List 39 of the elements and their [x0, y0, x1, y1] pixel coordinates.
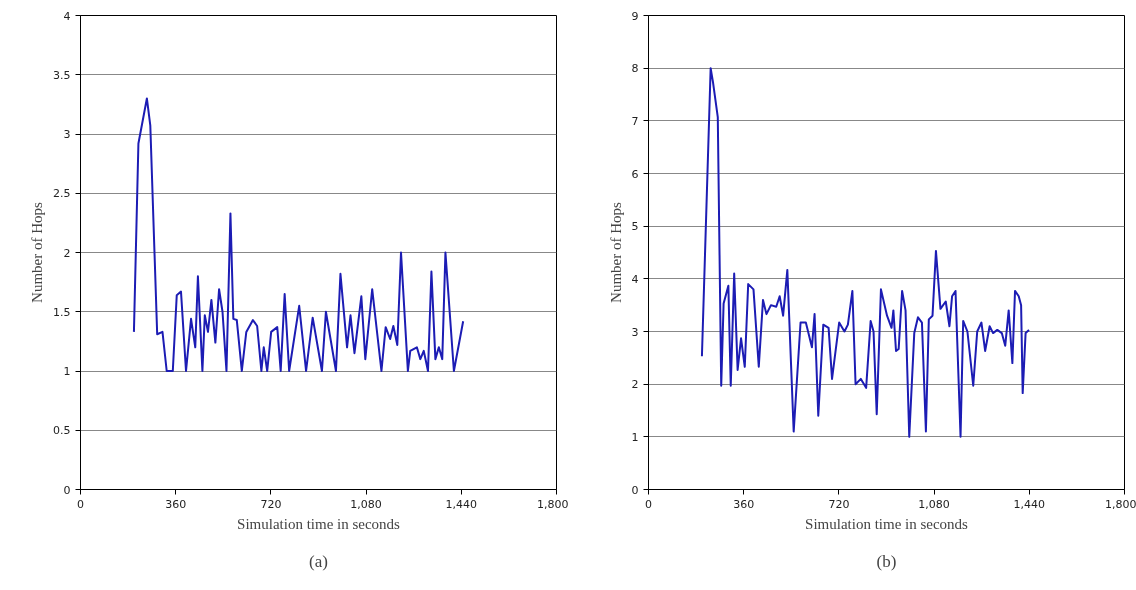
x-tick-label: 360: [733, 497, 755, 511]
y-tick-label: 0: [631, 483, 639, 497]
y-tick-label: 3: [631, 325, 639, 339]
y-tick-label: 4: [63, 9, 71, 23]
x-tick-label: 1,080: [350, 497, 382, 511]
x-tick-label: 1,440: [1013, 497, 1046, 511]
y-tick-label: 1: [631, 430, 639, 444]
x-tick-label: 720: [828, 497, 850, 511]
x-tick-label: 1,800: [537, 497, 569, 511]
x-tick-label: 0: [645, 497, 652, 511]
x-tick-label: 0: [77, 497, 84, 511]
y-tick-label: 0.5: [53, 424, 71, 438]
x-tick-label: 720: [260, 497, 282, 511]
y-tick-label: 6: [631, 167, 639, 181]
y-tick-label: 2: [63, 246, 71, 260]
y-axis-title: Number of Hops: [29, 201, 46, 303]
y-tick-label: 1: [63, 365, 71, 378]
y-tick-label: 2: [631, 378, 639, 392]
y-tick-label: 3: [63, 128, 71, 141]
x-tick-label: 1,080: [918, 497, 950, 511]
y-axis-title: Number of Hops: [607, 201, 624, 303]
x-axis-title: Simulation time in seconds: [805, 515, 969, 532]
y-tick-label: 2.5: [53, 187, 71, 201]
y-tick-label: 8: [631, 62, 639, 76]
x-tick-label: 360: [165, 497, 187, 511]
y-tick-label: 5: [631, 220, 639, 234]
x-axis-title: Simulation time in seconds: [237, 515, 401, 532]
y-tick-label: 4: [631, 272, 639, 286]
y-tick-label: 7: [631, 114, 639, 128]
y-tick-label: 1.5: [53, 305, 71, 319]
text: (a): [309, 551, 328, 571]
line-series: [700, 67, 1031, 438]
line-series: [132, 97, 465, 372]
y-tick-label: 0: [63, 483, 71, 497]
x-tick-label: 1,440: [445, 497, 478, 511]
y-tick-label: 9: [631, 9, 639, 23]
text: (b): [876, 551, 897, 571]
y-tick-label: 3.5: [53, 68, 71, 82]
x-tick-label: 1,800: [1105, 497, 1136, 511]
